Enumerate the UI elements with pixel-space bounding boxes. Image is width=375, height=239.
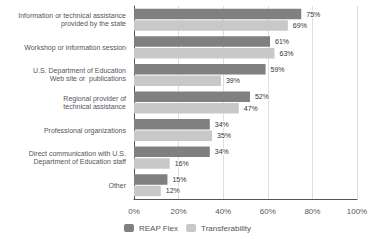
svg-text:35%: 35% — [217, 132, 231, 139]
svg-text:40%: 40% — [215, 207, 231, 216]
svg-text:60%: 60% — [260, 207, 276, 216]
svg-text:39%: 39% — [226, 77, 240, 84]
svg-text:U.S. Department of Education: U.S. Department of Education — [33, 67, 126, 75]
svg-text:provided by the state: provided by the state — [61, 20, 126, 28]
svg-text:16%: 16% — [175, 160, 189, 167]
svg-text:Information or technical assis: Information or technical assistance — [18, 12, 126, 19]
svg-text:75%: 75% — [306, 11, 320, 18]
svg-text:Regional provider of: Regional provider of — [63, 95, 126, 103]
svg-text:12%: 12% — [166, 187, 180, 194]
svg-text:34%: 34% — [215, 121, 229, 128]
svg-text:15%: 15% — [172, 176, 186, 183]
svg-text:61%: 61% — [275, 38, 289, 45]
svg-text:0%: 0% — [128, 207, 140, 216]
svg-text:47%: 47% — [244, 105, 258, 112]
svg-text:52%: 52% — [255, 93, 269, 100]
svg-text:20%: 20% — [171, 207, 187, 216]
svg-text:Direct communication with U.S.: Direct communication with U.S. — [29, 150, 126, 157]
svg-text:REAP Flex: REAP Flex — [139, 224, 178, 233]
svg-text:34%: 34% — [215, 148, 229, 155]
svg-text:100%: 100% — [347, 207, 367, 216]
svg-text:Transferability: Transferability — [201, 224, 251, 233]
svg-text:80%: 80% — [304, 207, 320, 216]
svg-text:63%: 63% — [279, 50, 293, 57]
svg-text:Professional organizations: Professional organizations — [44, 127, 127, 135]
svg-text:Workshop or information sessio: Workshop or information session — [24, 44, 126, 52]
svg-text:technical assistance: technical assistance — [63, 103, 126, 110]
svg-text:69%: 69% — [293, 22, 307, 29]
svg-text:59%: 59% — [271, 66, 285, 73]
svg-text:Other: Other — [108, 182, 126, 189]
svg-text:Web site or publications: Web site or publications — [50, 75, 127, 83]
svg-text:Department of Education staff: Department of Education staff — [34, 158, 127, 166]
